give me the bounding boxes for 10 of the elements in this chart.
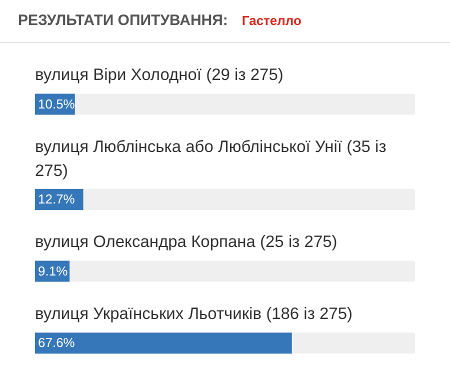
y-tick-label: вулиця Українських Льотчиків (186 із 275) [35,304,353,323]
data-label: 9.1% [38,263,68,278]
chart-title: РЕЗУЛЬТАТИ ОПИТУВАННЯ: [18,12,228,29]
data-label: 12.7% [38,191,76,206]
y-tick-label: вулиця Олександра Корпана (25 із 275) [35,233,338,252]
chart-subtitle: Гастелло [242,13,302,28]
data-label: 67.6% [38,335,76,350]
y-tick-label: вулиця Люблінська або Люблінської Унії (35 із 275) [35,138,386,180]
y-tick-label: вулиця Віри Холодної (29 із 275) [35,66,284,84]
data-label: 10.5% [38,96,76,112]
